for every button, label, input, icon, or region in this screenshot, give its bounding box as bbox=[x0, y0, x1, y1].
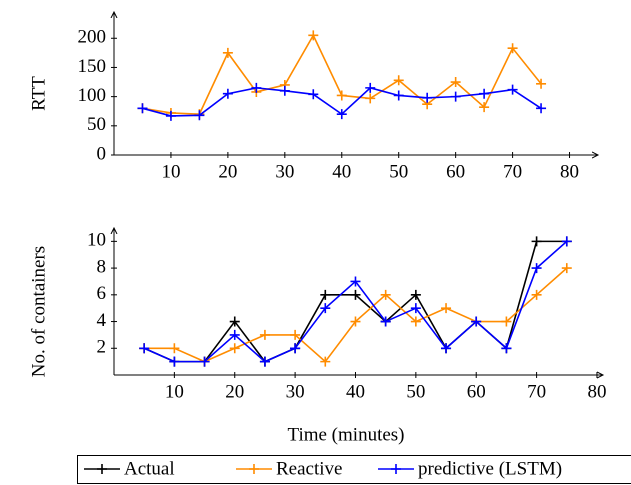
data-point bbox=[531, 236, 542, 247]
data-point bbox=[194, 110, 205, 121]
data-point bbox=[279, 85, 290, 96]
y-tick-label: 50 bbox=[87, 114, 106, 135]
data-point bbox=[501, 316, 512, 327]
data-point bbox=[259, 329, 270, 340]
legend-marker bbox=[391, 464, 401, 474]
data-point bbox=[471, 316, 482, 327]
data-point bbox=[479, 102, 490, 113]
data-point bbox=[251, 82, 262, 93]
data-point bbox=[380, 289, 391, 300]
legend-marker bbox=[97, 464, 107, 474]
x-axis-label: Time (minutes) bbox=[288, 424, 405, 445]
y-tick-label: 10 bbox=[87, 230, 106, 251]
data-point bbox=[350, 276, 361, 287]
y-axis-label: RTT bbox=[28, 76, 49, 111]
y-tick-label: 4 bbox=[97, 310, 107, 331]
data-point bbox=[410, 303, 421, 314]
data-point bbox=[393, 90, 404, 101]
data-point bbox=[441, 303, 452, 314]
data-point bbox=[139, 343, 150, 354]
x-tick-label: 40 bbox=[346, 381, 365, 402]
series-line bbox=[142, 33, 542, 115]
data-point bbox=[229, 329, 240, 340]
data-point bbox=[308, 89, 319, 100]
data-point bbox=[336, 90, 347, 101]
y-tick-label: 8 bbox=[97, 256, 107, 277]
y-tick-label: 2 bbox=[97, 337, 107, 358]
y-tick-label: 0 bbox=[97, 143, 107, 164]
data-point bbox=[536, 78, 547, 89]
data-point bbox=[290, 329, 301, 340]
y-tick-label: 6 bbox=[97, 283, 107, 304]
legend: Actual Reactive predictive (LSTM) bbox=[77, 455, 631, 484]
y-tick-label: 150 bbox=[78, 56, 107, 77]
data-point bbox=[320, 356, 331, 367]
data-point bbox=[531, 289, 542, 300]
data-point bbox=[536, 103, 547, 114]
x-tick-label: 60 bbox=[446, 161, 465, 182]
x-tick-label: 50 bbox=[389, 161, 408, 182]
data-point bbox=[501, 343, 512, 354]
y-tick-label: 100 bbox=[78, 85, 107, 106]
data-point bbox=[259, 356, 270, 367]
data-point bbox=[507, 84, 518, 95]
data-point bbox=[365, 93, 376, 104]
legend-label: Reactive bbox=[276, 458, 342, 479]
data-point bbox=[450, 77, 461, 88]
legend-label: predictive (LSTM) bbox=[418, 458, 562, 479]
data-point bbox=[507, 43, 518, 54]
data-point bbox=[531, 263, 542, 274]
x-tick-label: 80 bbox=[587, 381, 606, 402]
data-point bbox=[169, 343, 180, 354]
data-point bbox=[350, 316, 361, 327]
y-tick-label: 200 bbox=[78, 27, 107, 48]
data-point bbox=[450, 91, 461, 102]
legend-label: Actual bbox=[124, 458, 175, 479]
data-point bbox=[169, 356, 180, 367]
legend-marker bbox=[249, 464, 259, 474]
data-point bbox=[365, 82, 376, 93]
x-tick-label: 50 bbox=[406, 381, 425, 402]
data-point bbox=[441, 343, 452, 354]
x-tick-label: 10 bbox=[161, 161, 180, 182]
x-tick-label: 20 bbox=[225, 381, 244, 402]
data-point bbox=[380, 316, 391, 327]
series-line bbox=[143, 240, 567, 363]
data-point bbox=[350, 289, 361, 300]
x-tick-label: 60 bbox=[467, 381, 486, 402]
data-point bbox=[336, 109, 347, 120]
legend-box bbox=[77, 455, 631, 484]
data-point bbox=[410, 289, 421, 300]
data-point bbox=[290, 343, 301, 354]
x-tick-label: 30 bbox=[275, 161, 294, 182]
data-point bbox=[410, 316, 421, 327]
series-line bbox=[143, 240, 568, 363]
data-point bbox=[479, 88, 490, 99]
data-point bbox=[320, 289, 331, 300]
y-axis-label: No. of containers bbox=[28, 246, 49, 377]
data-point bbox=[222, 47, 233, 58]
x-tick-label: 70 bbox=[527, 381, 546, 402]
data-point bbox=[422, 92, 433, 103]
x-tick-label: 80 bbox=[560, 161, 579, 182]
data-point bbox=[229, 316, 240, 327]
x-tick-label: 40 bbox=[332, 161, 351, 182]
data-point bbox=[561, 263, 572, 274]
data-point bbox=[229, 343, 240, 354]
data-point bbox=[320, 303, 331, 314]
data-point bbox=[222, 88, 233, 99]
data-point bbox=[137, 103, 148, 114]
data-point bbox=[165, 110, 176, 121]
data-point bbox=[393, 75, 404, 86]
data-point bbox=[199, 356, 210, 367]
x-tick-label: 70 bbox=[503, 161, 522, 182]
x-tick-label: 20 bbox=[218, 161, 237, 182]
x-tick-label: 30 bbox=[286, 381, 305, 402]
data-point bbox=[561, 236, 572, 247]
data-point bbox=[308, 30, 319, 41]
x-tick-label: 10 bbox=[165, 381, 184, 402]
